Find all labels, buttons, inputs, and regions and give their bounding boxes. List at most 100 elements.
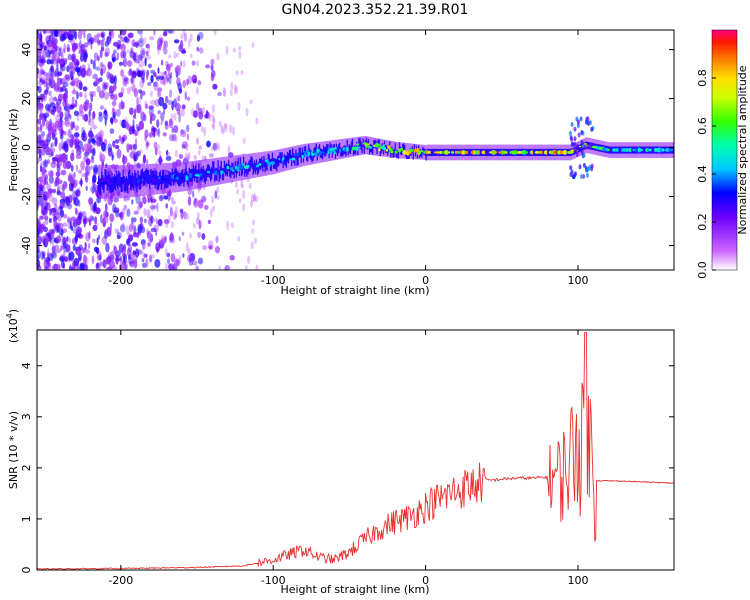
spectrogram-peak-cell — [278, 158, 281, 161]
spectrogram-peak-cell — [296, 152, 301, 157]
spectrogram-noise-cell — [50, 39, 57, 47]
spectrogram-noise-cell — [85, 158, 91, 166]
spectrogram-noise-cell — [165, 60, 169, 67]
spectrogram-noise-cell — [40, 70, 45, 75]
spectrogram-noise-cell — [173, 112, 177, 121]
spectrogram-noise-cell — [107, 147, 113, 157]
spectrogram-noise-cell — [49, 218, 52, 223]
spectrogram-noise-cell — [232, 126, 236, 136]
spectrogram-core-cell — [210, 168, 212, 182]
spectrogram-noise-cell — [134, 59, 140, 64]
spectrogram-core-cell — [400, 147, 403, 156]
spectrogram-core-cell — [137, 170, 139, 186]
snr-y-tick-label: 2 — [20, 464, 33, 471]
spectrogram-noise-cell — [39, 77, 42, 83]
spectrogram-noise-cell — [51, 142, 55, 148]
spectrogram-noise-cell — [66, 103, 71, 113]
spectrogram-noise-cell — [78, 169, 82, 174]
spectrogram-noise-cell — [168, 75, 172, 85]
spectrogram-noise-cell — [133, 88, 138, 98]
spectrogram-noise-cell — [38, 176, 44, 183]
spectrogram-core-cell — [110, 177, 113, 193]
spectrogram-noise-cell — [139, 149, 143, 154]
spectrogram-noise-cell — [181, 104, 186, 110]
snr-frame — [36, 329, 675, 571]
spectrogram-noise-cell — [47, 252, 50, 258]
spectrogram-spike-cell — [580, 140, 584, 146]
spectrogram-noise-cell — [92, 174, 97, 184]
spectrogram-peak-cell — [237, 164, 242, 167]
spectrogram-core-cell — [328, 149, 330, 159]
spectrogram-noise-cell — [56, 165, 61, 173]
spectrogram-noise-cell — [55, 248, 62, 254]
spectrogram-noise-cell — [140, 56, 143, 61]
spectrogram-noise-cell — [149, 36, 155, 41]
spectrogram-noise-cell — [78, 146, 82, 153]
spectrogram-noise-cell — [210, 58, 215, 66]
spectrogram-noise-cell — [173, 39, 180, 44]
spectrogram-noise-cell — [127, 32, 134, 39]
spectrogram-noise-cell — [129, 107, 134, 115]
spectrogram-noise-cell — [86, 32, 92, 43]
spectrogram-noise-cell — [187, 248, 191, 257]
spectrogram-spike-cell — [576, 119, 580, 125]
spectrogram-noise-cell — [67, 199, 71, 207]
spectrogram-noise-cell — [253, 192, 257, 202]
spectrogram-noise-cell — [123, 263, 127, 270]
spectrogram-noise-cell — [166, 77, 169, 82]
spectrogram-core-cell — [144, 169, 147, 184]
spectrogram-noise-cell — [123, 253, 128, 264]
spectrogram-noise-cell — [40, 123, 43, 131]
spectrogram-noise-cell — [150, 202, 154, 213]
spectrogram-noise-cell — [91, 255, 95, 265]
spectrogram-noise-cell — [43, 226, 49, 233]
spectrogram-noise-cell — [183, 32, 188, 42]
spectrogram-core-cell — [122, 169, 124, 185]
spectrogram-core-cell — [296, 155, 298, 166]
spectrogram-core-cell — [631, 146, 633, 154]
spectrogram-noise-cell — [52, 197, 58, 205]
spectrogram-noise-cell — [123, 80, 129, 85]
spectrogram-noise-cell — [255, 264, 259, 270]
snr-x-tick-label: -200 — [108, 574, 133, 587]
spectrogram-noise-cell — [112, 140, 116, 148]
spectrogram-noise-cell — [104, 40, 110, 47]
spectrogram-core-cell — [223, 160, 226, 173]
spectrogram-core-cell — [150, 169, 152, 183]
spectrogram-core-cell — [351, 138, 354, 148]
spectrogram-core-cell — [249, 159, 251, 171]
spectrogram-noise-cell — [148, 105, 155, 110]
spectrogram-core-cell — [195, 165, 197, 179]
spectrogram-noise-cell — [47, 125, 54, 135]
spectrogram-spike-cell — [569, 165, 573, 171]
spectrogram-noise-cell — [100, 32, 105, 38]
spectrogram-noise-cell — [98, 114, 103, 123]
spectrogram-noise-cell — [59, 46, 63, 57]
spectrogram-noise-cell — [198, 145, 202, 150]
spectrogram-noise-cell — [64, 195, 70, 204]
spectrogram-halo-cell — [372, 137, 374, 156]
spectrogram-spike-cell — [582, 152, 586, 158]
spectrogram-noise-cell — [42, 180, 45, 185]
spectrogram-noise-cell — [102, 109, 108, 120]
spectrogram-noise-cell — [37, 46, 43, 56]
spectrogram-noise-cell — [113, 118, 118, 124]
spectrogram-spike-cell — [573, 126, 577, 132]
spectrogram-core-cell — [527, 148, 530, 156]
spectrogram-x-tick-label: 0 — [422, 274, 429, 287]
spectrogram-noise-cell — [197, 257, 204, 265]
spectrogram-core-cell — [228, 159, 230, 172]
spectrogram-noise-cell — [174, 149, 178, 158]
spectrogram-noise-cell — [173, 261, 177, 270]
spectrogram-noise-cell — [208, 153, 214, 158]
spectrogram-noise-cell — [137, 30, 143, 35]
spectrogram-noise-cell — [166, 149, 169, 156]
spectrogram-noise-cell — [63, 237, 68, 243]
spectrogram-noise-cell — [187, 38, 191, 48]
spectrogram-peak-cell — [153, 178, 156, 183]
spectrogram-noise-cell — [155, 242, 161, 252]
spectrogram-noise-cell — [157, 110, 161, 115]
spectrogram-noise-cell — [50, 161, 57, 169]
spectrogram-noise-cell — [116, 108, 121, 117]
spectrogram-core-cell — [204, 171, 206, 184]
